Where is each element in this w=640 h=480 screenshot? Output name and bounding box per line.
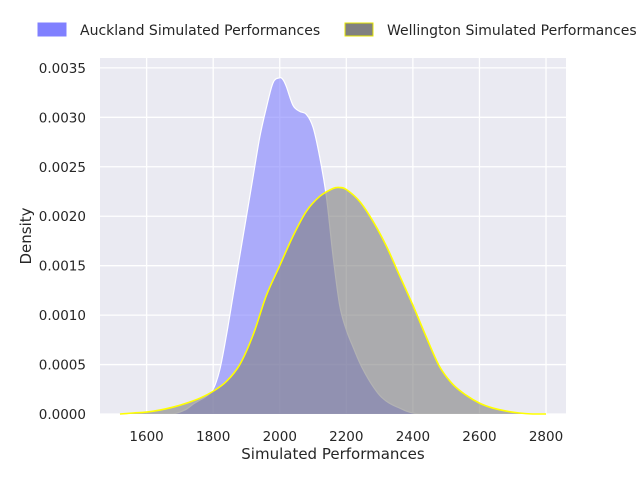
legend-label-auckland: Auckland Simulated Performances xyxy=(80,23,320,39)
y-axis-title: Density xyxy=(17,207,35,264)
legend-swatch-auckland xyxy=(37,22,67,37)
x-tick-label: 1600 xyxy=(129,429,163,445)
y-tick-label: 0.0005 xyxy=(39,358,86,374)
y-tick-label: 0.0015 xyxy=(39,259,86,275)
density-area-wellington xyxy=(119,187,547,414)
legend-label-wellington: Wellington Simulated Performances xyxy=(387,23,637,39)
legend-swatch-wellington xyxy=(344,22,374,37)
y-tick-label: 0.0000 xyxy=(39,407,86,423)
y-tick-label: 0.0010 xyxy=(39,308,86,324)
legend: Auckland Simulated Performances Wellingt… xyxy=(37,22,637,39)
y-tick-label: 0.0025 xyxy=(39,160,86,176)
y-tick-label: 0.0030 xyxy=(39,110,86,126)
x-tick-label: 1800 xyxy=(196,429,230,445)
density-areas xyxy=(119,77,547,415)
x-tick-label: 2200 xyxy=(329,429,363,445)
x-tick-label: 2400 xyxy=(396,429,430,445)
x-tick-label: 2800 xyxy=(529,429,563,445)
x-tick-label: 2600 xyxy=(462,429,496,445)
x-tick-label: 2000 xyxy=(263,429,297,445)
y-tick-labels: 0.0000 0.0005 0.0010 0.0015 0.0020 0.0025 0.00… xyxy=(39,61,86,423)
y-tick-label: 0.0020 xyxy=(39,209,86,225)
x-axis-title: Simulated Performances xyxy=(241,445,425,463)
y-tick-label: 0.0035 xyxy=(39,61,86,77)
density-edge-wellington xyxy=(119,186,547,415)
x-tick-labels: 1600 1800 2000 2200 2400 2600 2800 xyxy=(129,429,563,445)
